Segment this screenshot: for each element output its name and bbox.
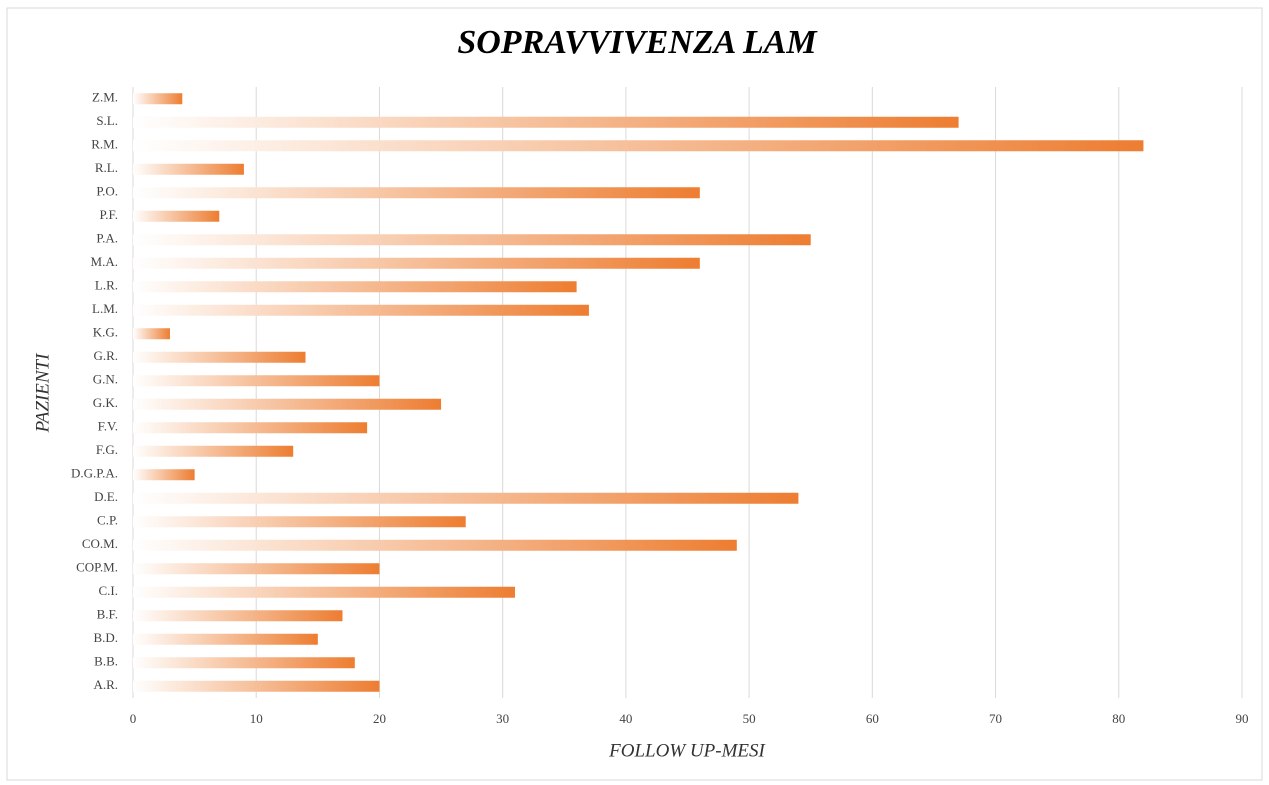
y-tick-label: Z.M.: [92, 90, 118, 105]
x-tick-label: 0: [130, 711, 137, 726]
bar: [133, 586, 515, 598]
y-tick-label: C.I.: [99, 583, 119, 598]
bar: [133, 234, 811, 246]
y-tick-label: P.O.: [96, 184, 118, 199]
y-tick-label: B.D.: [93, 630, 118, 645]
y-tick-label: M.A.: [91, 254, 118, 269]
bar: [133, 304, 589, 316]
x-tick-label: 30: [496, 711, 509, 726]
bar: [133, 351, 306, 363]
y-tick-label: G.R.: [93, 348, 118, 363]
x-tick-label: 50: [743, 711, 756, 726]
x-tick-label: 70: [989, 711, 1002, 726]
y-tick-label: COP.M.: [76, 560, 118, 575]
bar: [133, 210, 220, 222]
y-tick-label: R.M.: [91, 137, 118, 152]
x-axis-title: FOLLOW UP-MESI: [608, 740, 766, 761]
bar: [133, 469, 195, 481]
bar: [133, 163, 244, 175]
bar: [133, 328, 170, 340]
chart-title: SOPRAVVIVENZA LAM: [457, 24, 818, 61]
bar: [133, 539, 737, 551]
y-tick-label: D.E.: [94, 489, 118, 504]
bar: [133, 563, 380, 575]
y-tick-label: C.P.: [97, 513, 118, 528]
bar: [133, 257, 700, 269]
y-tick-label: A.R.: [93, 677, 118, 692]
bar: [133, 93, 183, 105]
y-tick-label: P.F.: [100, 207, 118, 222]
y-tick-label: F.V.: [98, 419, 118, 434]
bar: [133, 398, 442, 410]
x-tick-label: 60: [866, 711, 879, 726]
bar: [133, 610, 343, 622]
y-tick-label: D.G.P.A.: [71, 466, 118, 481]
y-tick-label: F.G.: [96, 442, 118, 457]
x-tick-label: 20: [373, 711, 386, 726]
x-tick-label: 10: [250, 711, 263, 726]
bar: [133, 375, 380, 387]
y-tick-label: P.A.: [96, 231, 118, 246]
bar: [133, 422, 368, 434]
y-tick-label: G.N.: [93, 372, 118, 387]
y-tick-label: S.L.: [96, 113, 118, 128]
bar: [133, 492, 799, 504]
chart-frame: [6, 7, 1263, 781]
bar: [133, 445, 294, 457]
x-tick-label: 90: [1236, 711, 1249, 726]
bar: [133, 187, 700, 199]
y-tick-label: L.R.: [95, 278, 118, 293]
y-tick-label: R.L.: [95, 160, 118, 175]
bar: [133, 633, 318, 645]
y-tick-label: B.B.: [94, 654, 118, 669]
bar: [133, 281, 577, 293]
y-tick-label: G.K.: [93, 395, 118, 410]
bar: [133, 657, 355, 669]
y-axis-title: PAZIENTI: [32, 352, 53, 434]
x-tick-label: 80: [1112, 711, 1125, 726]
y-tick-label: B.F.: [97, 607, 118, 622]
x-tick-label: 40: [619, 711, 632, 726]
bar: [133, 680, 380, 692]
y-tick-label: K.G.: [93, 325, 118, 340]
bar: [133, 516, 466, 528]
bar: [133, 116, 959, 128]
y-tick-label: L.M.: [92, 301, 118, 316]
y-tick-label: CO.M.: [82, 536, 118, 551]
bar: [133, 140, 1144, 152]
